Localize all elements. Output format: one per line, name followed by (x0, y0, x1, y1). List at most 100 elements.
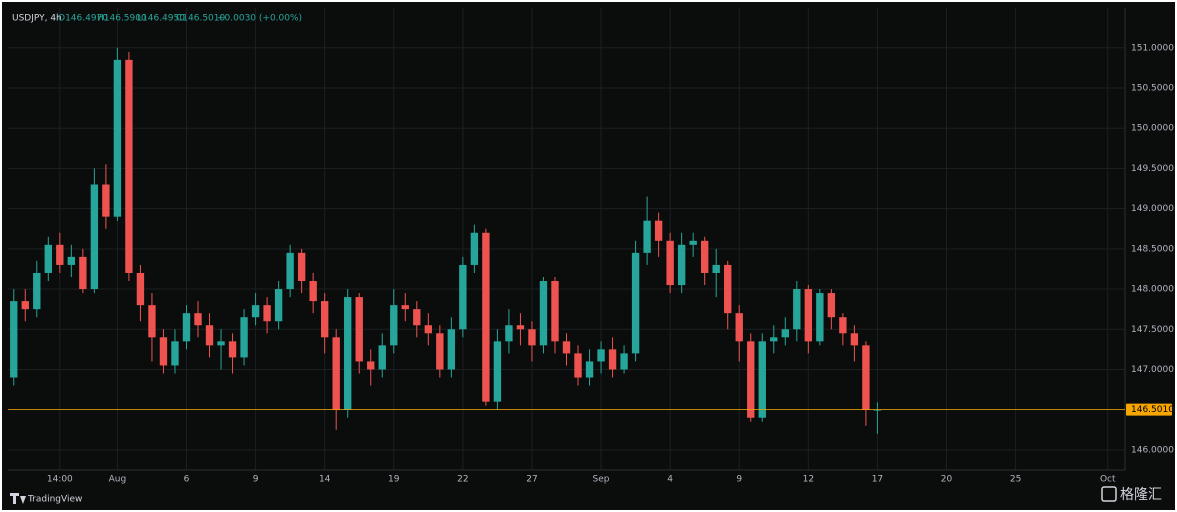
candle-body (205, 325, 214, 346)
candle-body (79, 256, 87, 290)
y-tick-label: 148.0000 (1131, 285, 1174, 295)
candle-body (666, 240, 674, 286)
candle-body (67, 256, 76, 265)
candle-body (770, 337, 778, 342)
candle-body (643, 220, 651, 253)
candle-body (781, 329, 789, 338)
brand-logo (10, 493, 26, 504)
candle-body (482, 232, 490, 402)
candle-body (148, 305, 156, 338)
last-price-label: 146.5010 (1131, 405, 1174, 415)
candle-body (724, 264, 732, 314)
symbol: USDJPY, 4h (12, 14, 62, 24)
candle-body (194, 313, 202, 326)
candle-body (297, 252, 306, 282)
candle-body (735, 313, 743, 342)
ohlc-close: C146.5010 (176, 14, 226, 24)
ohlc-high: H146.5900 (97, 14, 147, 24)
candle-body (390, 305, 398, 346)
candle-body (320, 301, 329, 338)
candle-body (56, 244, 64, 265)
last-price-box (1126, 403, 1172, 416)
candle-body (747, 341, 755, 418)
candle-body (689, 240, 697, 245)
candle-body (539, 281, 548, 346)
candle-body (378, 345, 386, 370)
candle-body (125, 59, 133, 273)
candle-body (10, 301, 18, 378)
x-tick-label: 25 (1010, 475, 1021, 485)
x-tick-label: 22 (457, 475, 468, 485)
candle-body (44, 244, 52, 273)
candle-body (436, 333, 444, 370)
candle-body (171, 341, 179, 366)
candle-body (251, 305, 260, 318)
candle-body (274, 289, 283, 322)
candle-body (505, 325, 513, 342)
candle-body (367, 361, 375, 370)
brand: TradingView (27, 495, 82, 505)
candle-body (528, 329, 536, 346)
x-tick-label: 6 (184, 475, 190, 485)
candle-body (424, 325, 432, 334)
ohlc-open: O146.4970 (58, 14, 108, 24)
x-tick-label: 9 (253, 475, 259, 485)
y-tick-label: 149.5000 (1131, 164, 1174, 174)
candle-body (263, 305, 271, 322)
candle-body (332, 337, 340, 410)
candle-body (240, 317, 248, 358)
y-tick-label: 151.0000 (1131, 43, 1174, 53)
candle-body (758, 341, 766, 418)
x-tick-label: 12 (803, 475, 814, 485)
candle-body (459, 264, 467, 330)
watermark: 格隆汇 (1120, 487, 1162, 503)
candle-body (447, 329, 456, 370)
candle-body (816, 293, 824, 342)
x-tick-label: 17 (872, 475, 883, 485)
candle-body (102, 184, 110, 217)
candle-body (804, 289, 813, 342)
candle-body (677, 244, 686, 286)
candle-body (413, 309, 421, 326)
y-tick-label: 148.5000 (1131, 244, 1174, 254)
candle-body (33, 272, 41, 310)
candle-body (136, 272, 145, 306)
candle-body (182, 313, 191, 342)
y-tick-label: 147.0000 (1131, 365, 1174, 375)
candle-body (793, 289, 801, 330)
y-tick-label: 146.0000 (1131, 445, 1174, 455)
candle-body (608, 349, 617, 370)
candle-body (21, 301, 29, 310)
candle-body (839, 317, 847, 334)
candle-body (873, 409, 882, 411)
candle-body (516, 325, 525, 330)
candle-body (620, 353, 628, 370)
ohlc-low: L146.4950 (137, 14, 185, 24)
candle-body (113, 59, 122, 217)
candle-body (355, 297, 363, 362)
candle-body (159, 337, 168, 366)
candle-body (401, 305, 409, 310)
candle-body (286, 252, 294, 290)
ohlc-change: +0.0030 (+0.00%) (217, 14, 302, 24)
candle-body (217, 341, 225, 346)
x-tick-label: Oct (1100, 475, 1116, 485)
candle-body (551, 281, 559, 342)
candle-body (597, 349, 605, 362)
candle-body (493, 341, 502, 402)
x-tick-label: Sep (593, 475, 610, 485)
x-tick-label: 20 (941, 475, 953, 485)
y-tick-label: 150.5000 (1131, 84, 1174, 94)
candle-body (862, 345, 870, 410)
x-tick-label: 19 (388, 475, 400, 485)
candle-body (228, 341, 237, 358)
x-tick-label: Aug (109, 475, 127, 485)
candle-body (574, 353, 582, 378)
candle-body (631, 252, 640, 354)
candle-body (701, 240, 709, 273)
candle-body (309, 281, 317, 302)
candle-body (585, 361, 594, 378)
y-tick-label: 150.0000 (1131, 124, 1174, 134)
